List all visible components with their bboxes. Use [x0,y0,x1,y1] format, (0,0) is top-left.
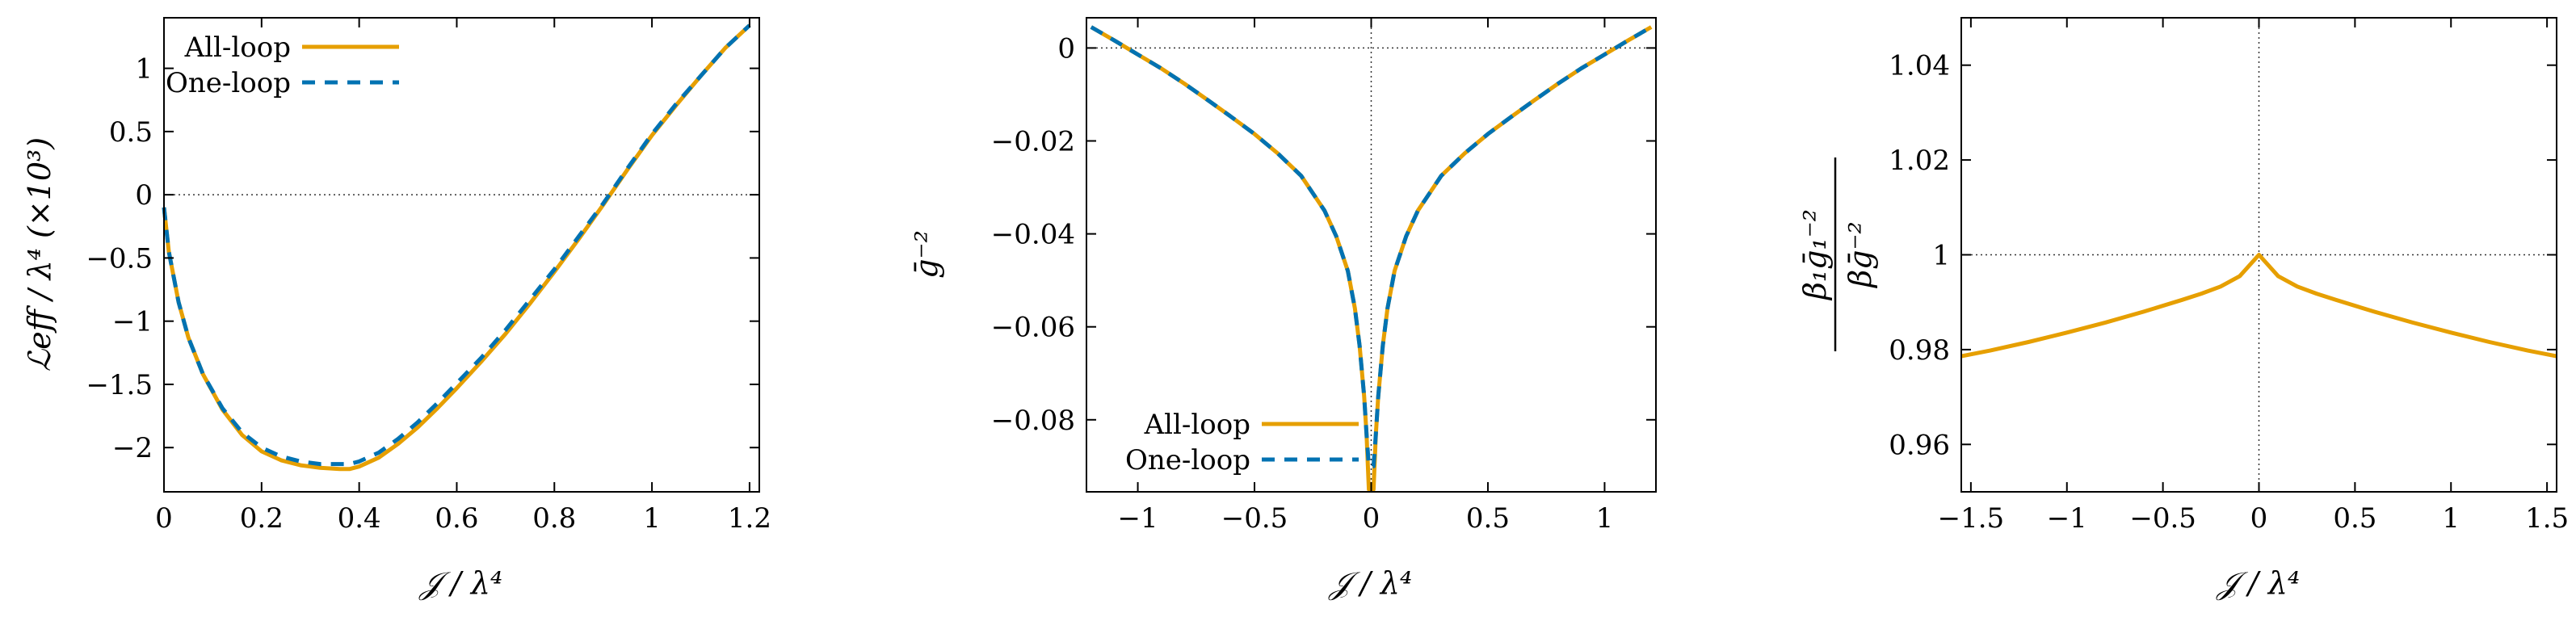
x-tick-label: −1 [1118,502,1158,535]
y-tick-label: 1 [1932,240,1950,272]
x-tick-label: 0.4 [338,502,381,535]
x-axis-label: 𝒥 / λ⁴ [1328,565,1413,601]
y-tick-label: −0.5 [86,242,153,275]
y-axis-label: ℒeff / λ⁴ (×10³) [22,137,57,371]
x-tick-label: 0 [2250,502,2268,535]
y-tick-label: 0.5 [109,116,153,149]
legend-label: All-loop [184,31,291,64]
y-tick-label: −1 [112,306,153,338]
y-tick-label: −0.04 [991,219,1075,251]
y-tick-label: −0.06 [991,312,1075,344]
x-tick-label: −0.5 [2129,502,2196,535]
x-tick-label: 1 [2442,502,2460,535]
y-tick-label: −0.02 [991,126,1075,158]
series-line-ratio [1960,253,2557,359]
x-tick-label: 0.8 [532,502,576,535]
x-tick-label: 1 [643,502,661,535]
x-tick-label: 0 [1363,502,1380,535]
y-tick-label: 0.98 [1889,334,1950,367]
series-line-one-loop [1090,25,1653,468]
y-tick-label: 1 [135,53,153,86]
y-tick-label: −1.5 [86,369,153,401]
y-tick-label: 0 [1057,32,1075,65]
y-axis-label-numerator: β₁ḡ₁⁻² [1797,209,1833,301]
x-tick-label: 0.6 [435,502,478,535]
y-axis-label-denominator: βḡ⁻² [1843,221,1878,289]
x-tick-label: 0.5 [1466,502,1510,535]
series-line-one-loop [162,23,751,467]
x-axis-label: 𝒥 / λ⁴ [418,565,503,601]
y-tick-label: −0.08 [991,405,1075,437]
y-tick-label: −2 [112,432,153,464]
legend-label: One-loop [1125,444,1250,476]
panel-coupling: −1 −0.5 0 0.5 1 −0.08 −0.06 −0.04 −0.02 0 All-loo… [909,17,1657,601]
x-tick-label: 0 [155,502,173,535]
legend-label: All-loop [1144,409,1250,441]
plot-frame [163,17,760,493]
y-tick-label: 0.96 [1889,429,1950,461]
x-tick-label: −1.5 [1938,502,2005,535]
x-axis-label: 𝒥 / λ⁴ [2216,565,2301,601]
y-axis-label: ḡ⁻² [909,230,944,279]
legend-label: One-loop [166,67,291,99]
y-tick-label: 1.04 [1889,50,1950,82]
panel-ratio: −1.5 −1 −0.5 0 0.5 1 1.5 0.96 0.98 1 1.02 1.04 𝒥 / … [1797,17,2569,601]
panel-effective-lagrangian: 0 0.2 0.4 0.6 0.8 1 1.2 −2 −1.5 −1 −0.5 0 0.5 1 All-l… [22,17,771,601]
y-tick-label: 0 [135,179,153,212]
x-tick-label: 1 [1596,502,1614,535]
x-tick-label: 0.5 [2333,502,2376,535]
y-tick-label: 1.02 [1889,145,1950,177]
x-tick-label: 1.2 [728,502,771,535]
x-tick-label: 1.5 [2525,502,2569,535]
x-tick-label: −0.5 [1221,502,1288,535]
y-axis-label: β₁ḡ₁⁻² βḡ⁻² [1797,157,1878,351]
x-tick-label: −1 [2047,502,2087,535]
x-tick-label: 0.2 [240,502,284,535]
